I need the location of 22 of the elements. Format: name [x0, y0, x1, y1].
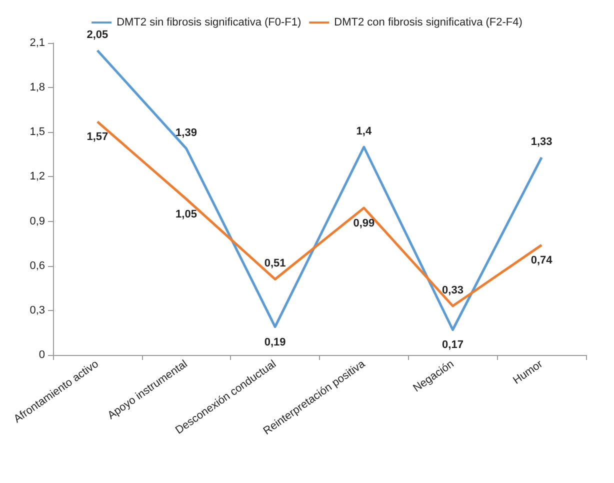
- y-tick-label: 1,2: [30, 170, 45, 183]
- data-label: 2,05: [86, 28, 108, 41]
- data-label: 0,19: [264, 336, 286, 348]
- data-label: 0,51: [264, 258, 286, 270]
- data-label: 1,4: [356, 126, 372, 138]
- data-label: 1,57: [86, 131, 108, 144]
- y-tick-label: 0,3: [30, 304, 45, 316]
- legend-label: DMT2 sin fibrosis significativa (F0-F1): [116, 16, 302, 28]
- data-label: 0,33: [442, 284, 464, 296]
- y-tick-label: 2,1: [30, 37, 45, 49]
- y-tick-label: 1,5: [30, 126, 45, 138]
- y-tick-label: 0,9: [30, 215, 45, 228]
- y-tick-label: 1,8: [30, 82, 45, 94]
- y-tick-label: 0,6: [30, 260, 45, 272]
- data-label: 1,33: [530, 136, 552, 148]
- data-label: 1,05: [176, 208, 197, 220]
- y-tick-label: 0: [38, 349, 45, 361]
- data-label: 1,39: [176, 126, 197, 139]
- legend-label: DMT2 con fibrosis significativa (F2-F4): [334, 16, 522, 28]
- data-label: 0,74: [530, 254, 554, 267]
- data-label: 0,17: [442, 339, 464, 352]
- data-label: 0,99: [353, 217, 375, 230]
